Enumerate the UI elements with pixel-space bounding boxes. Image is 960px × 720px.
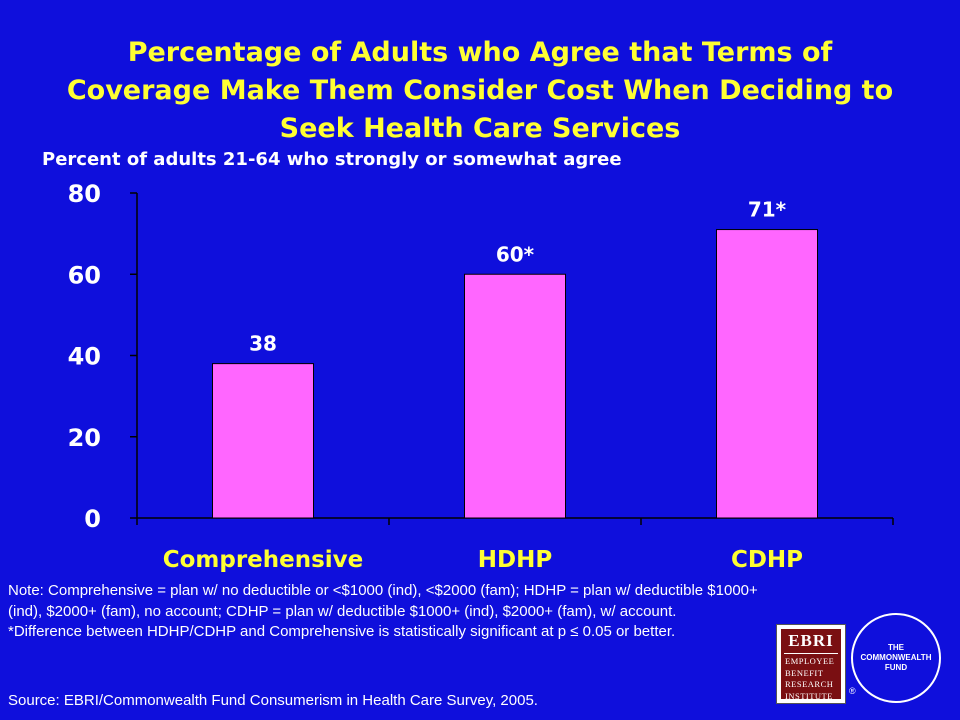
y-tick-label: 20 [68, 424, 101, 452]
y-tick-label: 40 [68, 343, 101, 371]
ebri-word: RESEARCH [785, 679, 834, 689]
commonwealth-fund-text: THE COMMONWEALTH FUND [861, 643, 932, 673]
commonwealth-fund-logo: THE COMMONWEALTH FUND [851, 613, 941, 703]
ebri-registered-mark: ® [849, 686, 856, 696]
category-label: HDHP [478, 547, 552, 573]
ebri-logo-panel: EBRI EMPLOYEE BENEFIT RESEARCH INSTITUTE [781, 629, 841, 702]
ebri-word: EMPLOYEE [785, 656, 835, 666]
bar-chart: 0 20 40 60 80 38 Comprehensive 60* HDHP 71* CDHP [68, 180, 894, 573]
y-tick-label: 60 [68, 261, 101, 289]
ebri-logo-rule [784, 653, 838, 654]
bar-hdhp [464, 273, 566, 519]
ebri-word: BENEFIT [785, 667, 824, 678]
y-tick-label: 0 [84, 505, 101, 533]
source-text: Source: EBRI/Commonwealth Fund Consumeri… [8, 692, 538, 709]
ebri-word: INSTITUTE [785, 690, 833, 701]
y-tick-label: 80 [68, 180, 101, 208]
ebri-logo-words: EMPLOYEE BENEFIT RESEARCH INSTITUTE [785, 656, 834, 702]
data-label: 71* [748, 198, 787, 222]
chart-note: Note: Comprehensive = plan w/ no deducti… [8, 581, 778, 643]
cwf-word: COMMONWEALTH [860, 653, 932, 662]
ebri-logo-mark: EBRI [788, 631, 834, 650]
cwf-word: THE [887, 643, 904, 652]
note-definitions: Note: Comprehensive = plan w/ no deducti… [8, 582, 758, 620]
data-label: 38 [249, 332, 277, 356]
data-label: 60* [496, 242, 535, 266]
cwf-word: FUND [884, 663, 908, 672]
chart-title: Percentage of Adults who Agree that Term… [66, 37, 894, 144]
category-label: Comprehensive [163, 547, 364, 573]
bar-comprehensive [212, 363, 314, 519]
bar-cdhp [716, 229, 818, 519]
chart-subtitle: Percent of adults 21-64 who strongly or … [42, 149, 622, 170]
category-label: CDHP [731, 547, 803, 573]
ebri-logo: EBRI EMPLOYEE BENEFIT RESEARCH INSTITUTE [776, 624, 846, 704]
note-significance: *Difference between HDHP/CDHP and Compre… [8, 623, 676, 640]
